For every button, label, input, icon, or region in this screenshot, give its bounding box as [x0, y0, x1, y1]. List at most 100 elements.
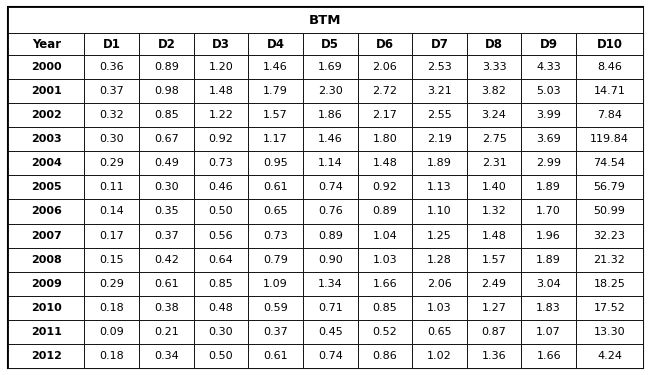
Text: 2009: 2009 — [31, 279, 62, 289]
Bar — [576, 103, 643, 127]
Text: 1.48: 1.48 — [208, 86, 234, 96]
Bar — [194, 320, 248, 344]
Text: 0.74: 0.74 — [318, 182, 342, 192]
Bar — [194, 55, 248, 79]
Bar — [412, 176, 467, 200]
Text: 2.06: 2.06 — [372, 62, 397, 72]
Text: 2003: 2003 — [31, 134, 62, 144]
Text: 0.87: 0.87 — [482, 327, 506, 337]
Bar — [576, 320, 643, 344]
Bar — [194, 151, 248, 176]
Text: 3.33: 3.33 — [482, 62, 506, 72]
Bar — [467, 103, 521, 127]
Text: 0.29: 0.29 — [100, 279, 124, 289]
Text: 0.52: 0.52 — [372, 327, 397, 337]
Bar — [85, 248, 139, 272]
Bar — [139, 127, 194, 151]
Bar — [248, 200, 303, 223]
Bar — [8, 151, 85, 176]
Text: 2001: 2001 — [31, 86, 62, 96]
Text: 0.38: 0.38 — [154, 303, 179, 313]
Bar — [139, 224, 194, 248]
Text: 5.03: 5.03 — [536, 86, 561, 96]
Bar — [8, 224, 85, 248]
Text: 74.54: 74.54 — [594, 158, 626, 168]
Bar — [85, 320, 139, 344]
Bar — [8, 33, 85, 55]
Text: 0.46: 0.46 — [208, 182, 233, 192]
Bar — [357, 127, 412, 151]
Bar — [139, 79, 194, 103]
Text: Year: Year — [32, 38, 61, 51]
Bar — [467, 55, 521, 79]
Bar — [139, 103, 194, 127]
Text: 2002: 2002 — [31, 110, 62, 120]
Text: 1.46: 1.46 — [318, 134, 342, 144]
Text: 2.06: 2.06 — [427, 279, 452, 289]
Text: 1.34: 1.34 — [318, 279, 342, 289]
Text: 1.14: 1.14 — [318, 158, 342, 168]
Text: 0.61: 0.61 — [263, 182, 288, 192]
Text: 0.30: 0.30 — [100, 134, 124, 144]
Text: 0.95: 0.95 — [263, 158, 288, 168]
Bar — [521, 344, 576, 368]
Text: 7.84: 7.84 — [597, 110, 622, 120]
Bar — [139, 151, 194, 176]
Text: 0.74: 0.74 — [318, 351, 342, 361]
Bar — [412, 55, 467, 79]
Text: 0.89: 0.89 — [372, 207, 397, 216]
Text: 1.09: 1.09 — [263, 279, 288, 289]
Text: 1.69: 1.69 — [318, 62, 342, 72]
Bar — [357, 344, 412, 368]
Bar — [248, 272, 303, 296]
Text: 0.85: 0.85 — [154, 110, 179, 120]
Bar — [303, 127, 357, 151]
Bar — [521, 55, 576, 79]
Text: 2.19: 2.19 — [427, 134, 452, 144]
Bar — [194, 79, 248, 103]
Bar — [467, 127, 521, 151]
Text: D5: D5 — [321, 38, 339, 51]
Bar — [576, 33, 643, 55]
Text: 0.35: 0.35 — [154, 207, 178, 216]
Bar — [412, 33, 467, 55]
Bar — [85, 176, 139, 200]
Bar — [521, 248, 576, 272]
Bar — [467, 33, 521, 55]
Bar — [303, 200, 357, 223]
Text: 0.34: 0.34 — [154, 351, 179, 361]
Text: 1.17: 1.17 — [263, 134, 288, 144]
Bar — [8, 79, 85, 103]
Text: 2.30: 2.30 — [318, 86, 342, 96]
Text: 0.15: 0.15 — [100, 255, 124, 265]
Text: 0.45: 0.45 — [318, 327, 342, 337]
Bar — [576, 176, 643, 200]
Text: D3: D3 — [212, 38, 230, 51]
Bar — [357, 33, 412, 55]
Text: 2.17: 2.17 — [372, 110, 397, 120]
Text: 1.89: 1.89 — [427, 158, 452, 168]
Text: 2.31: 2.31 — [482, 158, 506, 168]
Text: 2006: 2006 — [31, 207, 62, 216]
Bar — [139, 320, 194, 344]
Bar — [467, 151, 521, 176]
Bar — [357, 224, 412, 248]
Bar — [467, 200, 521, 223]
Text: 2.53: 2.53 — [427, 62, 452, 72]
Bar — [194, 127, 248, 151]
Text: 0.85: 0.85 — [208, 279, 233, 289]
Text: 1.80: 1.80 — [372, 134, 397, 144]
Text: 3.21: 3.21 — [427, 86, 452, 96]
Bar — [303, 103, 357, 127]
Bar — [521, 224, 576, 248]
Bar — [248, 55, 303, 79]
Text: 1.02: 1.02 — [427, 351, 452, 361]
Text: 1.70: 1.70 — [536, 207, 561, 216]
Text: D1: D1 — [103, 38, 120, 51]
Bar — [194, 200, 248, 223]
Bar — [576, 127, 643, 151]
Bar — [85, 127, 139, 151]
Bar — [521, 127, 576, 151]
Text: 4.33: 4.33 — [536, 62, 561, 72]
Bar — [357, 296, 412, 320]
